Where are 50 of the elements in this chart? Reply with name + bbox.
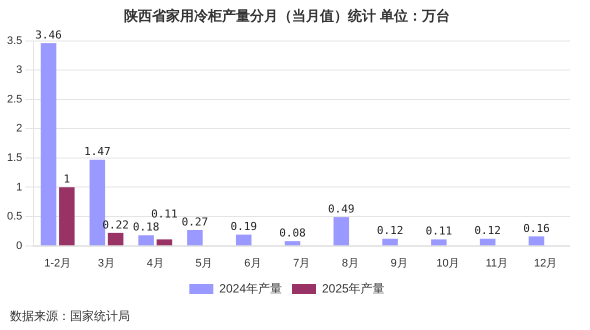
x-tick-label: 3月 [98, 257, 116, 270]
bar [59, 187, 75, 246]
bar [138, 235, 154, 246]
data-label: 0.18 [132, 220, 160, 234]
bar [480, 238, 496, 246]
bar [431, 239, 447, 246]
data-label: 0.12 [376, 224, 404, 238]
bar [284, 241, 300, 246]
x-tick-label: 6月 [244, 257, 262, 270]
bar [156, 239, 172, 246]
data-label: 0.11 [426, 224, 452, 238]
data-label: 0.49 [328, 202, 355, 216]
y-tick-label: 3 [16, 64, 22, 76]
y-tick-label: 2.5 [6, 93, 22, 106]
x-tick-label: 12月 [534, 257, 558, 270]
data-label: 0.08 [279, 226, 306, 240]
x-tick-label: 7月 [293, 257, 310, 270]
y-tick-label: 1.5 [6, 152, 22, 164]
bar [334, 217, 350, 246]
x-tick-label: 9月 [390, 257, 408, 270]
y-tick-label: 2 [16, 122, 22, 135]
x-tick-label: 1-2月 [44, 257, 72, 270]
bar [40, 43, 56, 246]
x-tick-label: 11月 [486, 257, 508, 270]
data-label: 1.47 [84, 145, 111, 158]
y-tick-label: 0.5 [6, 210, 22, 223]
legend-label: 2024年产量 [219, 281, 282, 296]
bar [382, 238, 398, 246]
bar [528, 236, 544, 246]
chart-title: 陕西省家用冷柜产量分月（当月值）统计 单位：万台 [124, 7, 450, 24]
y-tick-label: 0 [16, 240, 22, 252]
x-tick-label: 8月 [342, 257, 359, 270]
x-tick-label: 10月 [436, 257, 460, 270]
bar [108, 232, 124, 246]
data-label: 0.16 [523, 222, 550, 235]
data-label: 0.22 [102, 218, 129, 232]
data-label: 0.12 [474, 224, 501, 238]
source-note: 数据来源：国家统计局 [10, 308, 130, 325]
data-label: 0.19 [230, 220, 257, 234]
bar [236, 234, 252, 246]
data-label: 0.27 [182, 215, 208, 228]
data-label: 1 [64, 172, 70, 186]
legend-label: 2025年产量 [322, 281, 385, 296]
x-tick-label: 4月 [146, 257, 164, 270]
y-tick-label: 1 [16, 181, 22, 194]
x-tick-label: 5月 [196, 257, 213, 270]
data-label: 0.11 [151, 208, 178, 221]
y-tick-label: 3.5 [6, 34, 22, 47]
data-label: 3.46 [35, 28, 62, 42]
bar [187, 230, 203, 246]
